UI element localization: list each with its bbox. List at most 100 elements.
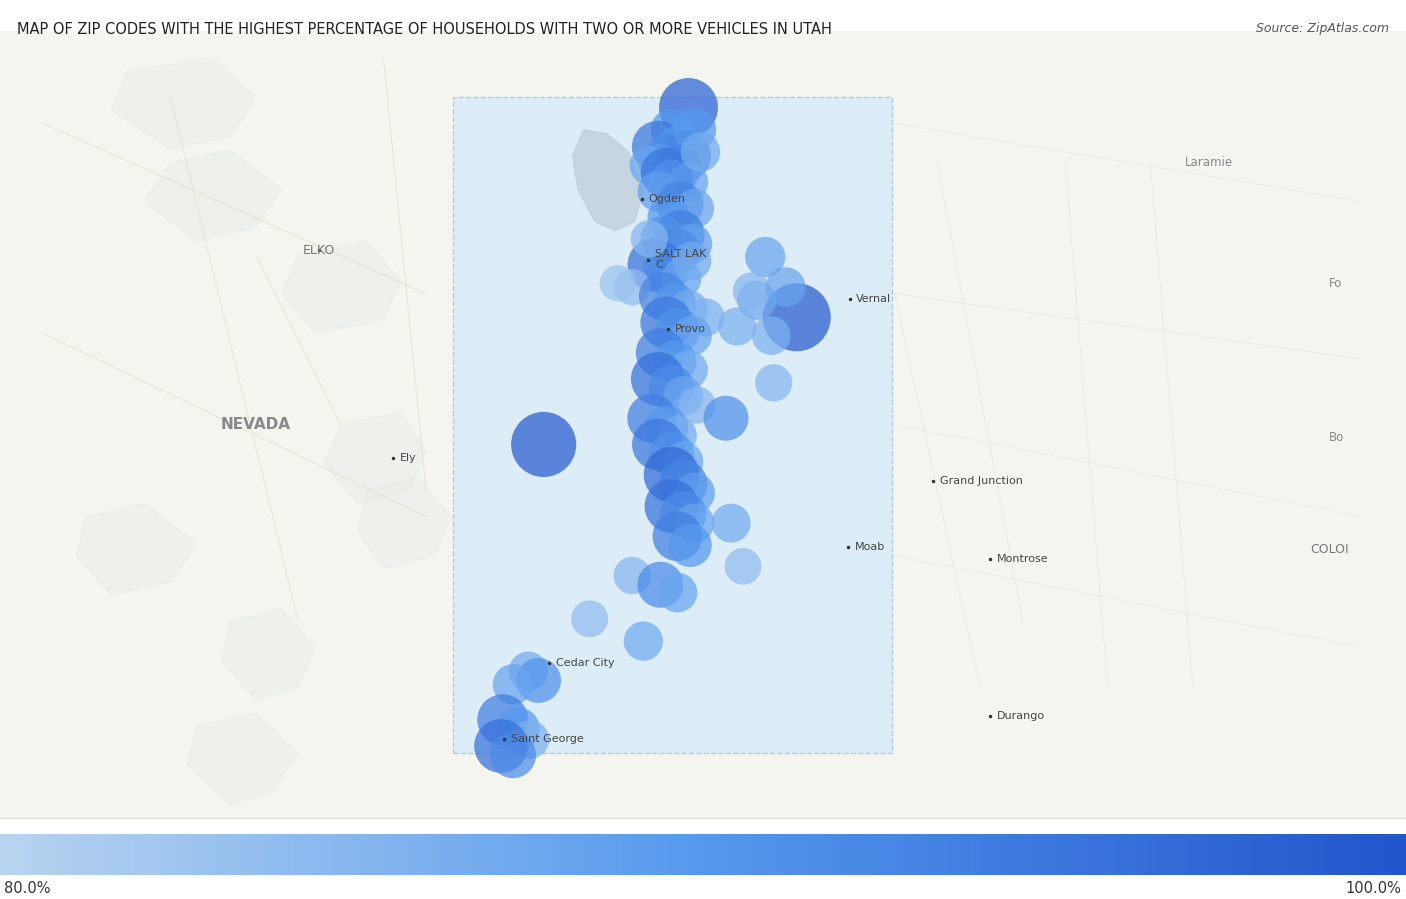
Point [664, 297, 686, 311]
Point [678, 362, 700, 377]
Point [606, 276, 628, 290]
Text: Provo: Provo [675, 324, 706, 334]
Polygon shape [222, 609, 315, 700]
Point [669, 198, 692, 212]
Text: Vernal: Vernal [856, 294, 891, 304]
Point [621, 280, 644, 294]
Text: 100.0%: 100.0% [1346, 881, 1402, 895]
Point [672, 454, 695, 468]
Point [672, 476, 695, 491]
Point [661, 447, 683, 461]
Text: 80.0%: 80.0% [4, 881, 51, 895]
Polygon shape [281, 241, 401, 333]
Point [775, 280, 797, 294]
Point [720, 516, 742, 530]
Point [650, 345, 672, 360]
Point [506, 722, 529, 736]
Point [647, 371, 669, 386]
Polygon shape [111, 58, 256, 149]
Point [666, 529, 689, 543]
Point [517, 664, 540, 679]
Point [725, 319, 748, 334]
Point [683, 122, 706, 137]
Text: Cedar City: Cedar City [555, 658, 614, 668]
Text: Durango: Durango [997, 711, 1045, 721]
Point [683, 516, 706, 530]
Text: Ely: Ely [399, 452, 416, 463]
Point [533, 437, 555, 451]
Point [492, 713, 515, 727]
Polygon shape [359, 477, 451, 569]
Point [661, 499, 683, 513]
Point [695, 310, 717, 325]
Point [641, 411, 664, 425]
Point [489, 739, 512, 753]
Text: Moab: Moab [855, 542, 884, 552]
Point [671, 271, 693, 285]
Point [669, 227, 692, 242]
Point [658, 210, 681, 225]
Point [519, 732, 541, 746]
Point [672, 388, 695, 403]
Point [655, 165, 678, 180]
Point [666, 324, 689, 338]
Point [666, 139, 689, 154]
Point [689, 145, 711, 159]
Polygon shape [145, 149, 281, 241]
Point [655, 263, 678, 277]
Point [652, 231, 675, 245]
Text: Bo: Bo [1329, 432, 1344, 444]
Text: Fo: Fo [1329, 277, 1343, 289]
Point [647, 437, 669, 451]
Bar [453, 97, 893, 752]
Point [658, 149, 681, 164]
Point [681, 254, 703, 268]
Text: Montrose: Montrose [997, 554, 1049, 564]
Point [666, 428, 689, 442]
Text: Grand Junction: Grand Junction [939, 476, 1022, 486]
Point [647, 184, 669, 199]
Point [714, 411, 737, 425]
Point [647, 139, 669, 154]
Point [678, 101, 700, 115]
Point [502, 677, 524, 691]
Polygon shape [187, 713, 298, 805]
Point [683, 485, 706, 500]
Text: Laramie: Laramie [1184, 156, 1233, 169]
Point [745, 293, 768, 307]
Point [502, 748, 524, 762]
Point [655, 420, 678, 434]
Point [666, 162, 689, 176]
Point [683, 201, 706, 216]
Text: NEVADA: NEVADA [221, 417, 291, 432]
Point [681, 328, 703, 343]
Point [666, 585, 689, 600]
Point [655, 316, 678, 330]
Point [661, 175, 683, 190]
Point [759, 328, 782, 343]
Point [650, 577, 672, 592]
Point [679, 539, 702, 553]
Point [678, 302, 700, 316]
Point [754, 250, 776, 264]
Point [578, 611, 600, 626]
Point [661, 122, 683, 137]
Text: Ogden: Ogden [648, 194, 686, 204]
Point [664, 355, 686, 369]
Text: SALT LAK
C.: SALT LAK C. [655, 249, 707, 271]
Text: COLOI: COLOI [1310, 543, 1348, 556]
Text: Source: ZipAtlas.com: Source: ZipAtlas.com [1256, 22, 1389, 35]
Point [633, 634, 655, 648]
Text: ELKO: ELKO [302, 244, 335, 257]
Point [643, 258, 665, 272]
Point [686, 398, 709, 413]
Point [661, 381, 683, 396]
Point [652, 289, 675, 304]
Point [786, 310, 808, 325]
Text: Saint George: Saint George [512, 734, 583, 744]
Point [638, 231, 661, 245]
Point [678, 175, 700, 190]
Point [650, 158, 672, 173]
Point [672, 507, 695, 521]
Point [762, 376, 785, 390]
